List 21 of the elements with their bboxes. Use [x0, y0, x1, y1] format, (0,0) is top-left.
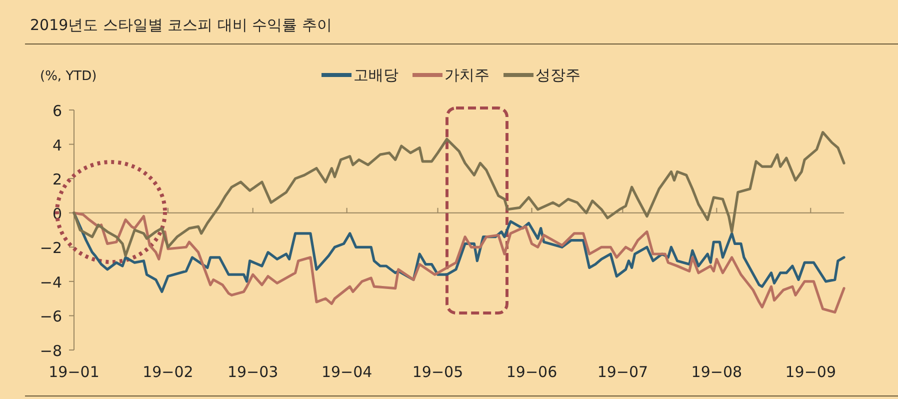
x-tick-label: 19−03 [227, 363, 278, 381]
legend-label: 고배당 [354, 66, 398, 84]
x-tick-label: 19−01 [48, 363, 100, 381]
y-tick-label: −2 [40, 239, 62, 258]
x-tick-label: 19−02 [142, 363, 194, 381]
y-tick-label: −4 [40, 273, 62, 292]
x-tick-label: 19−08 [691, 363, 742, 381]
legend-label: 성장주 [536, 66, 580, 84]
title: 2019년도 스타일별 코스피 대비 수익률 추이 [30, 16, 332, 34]
x-tick-label: 19−09 [785, 363, 836, 381]
y-tick-label: −6 [40, 308, 62, 326]
x-tick-label: 19−06 [506, 363, 558, 381]
x-tick-label: 19−07 [597, 363, 648, 381]
legend-label: 가치주 [444, 66, 490, 84]
y-tick-label: 4 [52, 136, 62, 154]
x-tick-label: 19−05 [412, 363, 464, 381]
y-axis-title: (%, YTD) [40, 69, 97, 84]
y-tick-label: −8 [40, 342, 62, 360]
y-tick-label: 6 [52, 102, 62, 120]
y-tick-label: 2 [52, 170, 62, 189]
x-tick-label: 19−04 [321, 363, 372, 381]
